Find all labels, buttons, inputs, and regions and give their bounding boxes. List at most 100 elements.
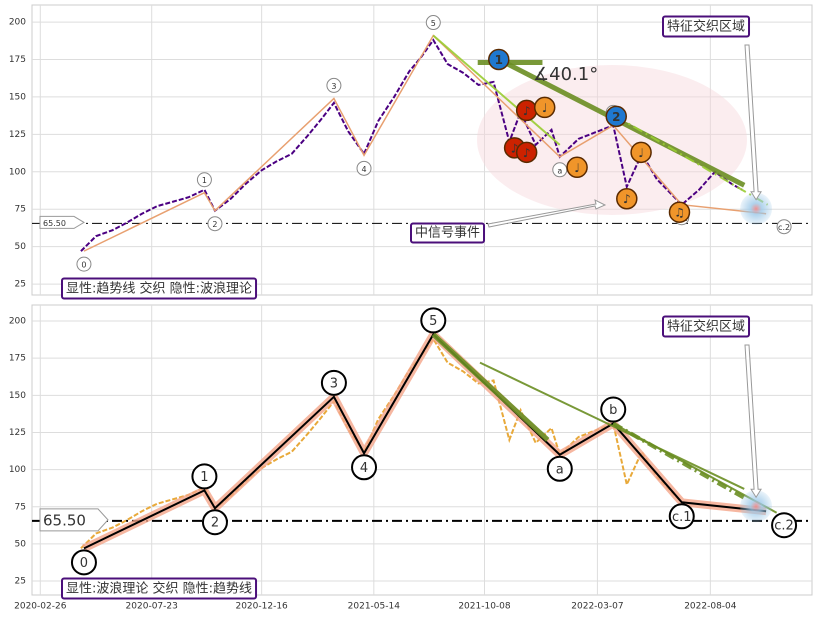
y-tick-label: 175 (9, 354, 26, 364)
wave-line (83, 34, 767, 252)
wave-marker (207, 216, 223, 232)
event-annotation-box (410, 222, 486, 244)
wave-marker (420, 307, 447, 334)
wave-label: 0 (81, 261, 86, 270)
event-arrow (487, 199, 607, 228)
y-tick-label: 200 (9, 18, 26, 28)
wave-label: 1 (202, 176, 207, 185)
wave-label: c.2 (774, 519, 794, 534)
zone-arrow (744, 344, 762, 499)
signal-label: ♫ (674, 206, 685, 220)
wave-label: c.2 (778, 223, 790, 232)
signal-label: ♪ (523, 146, 531, 160)
wave-marker (356, 160, 372, 176)
wave-marker (546, 455, 573, 482)
wave-marker (201, 509, 228, 536)
y-tick-label: 25 (15, 577, 26, 587)
x-tick-label: 2022-03-07 (571, 602, 623, 612)
price-line (80, 38, 743, 252)
signal-marker (668, 201, 691, 223)
wave-marker (776, 219, 792, 235)
wave-label: b (609, 403, 617, 418)
mode-annotation: 显性:波浪理论 交织 隐性:趋势线 (66, 581, 252, 597)
mode-annotation-box (61, 277, 258, 300)
mode-annotation: 显性:趋势线 交织 隐性:波浪理论 (66, 281, 252, 297)
trendline (431, 332, 550, 442)
wave-marker (351, 454, 378, 481)
wave-label: 5 (431, 19, 436, 28)
signal-marker (605, 105, 627, 128)
x-tick-label: 2020-12-16 (235, 602, 288, 612)
y-tick-label: 75 (15, 205, 26, 215)
signal-label: 2 (612, 110, 620, 124)
wave-label: a (556, 462, 564, 477)
y-tick-label: 75 (15, 502, 26, 512)
wave-label: c.1 (672, 510, 692, 525)
y-tick-label: 200 (9, 317, 26, 327)
x-tick-label: 2021-05-14 (348, 602, 401, 612)
signal-label: ♩ (574, 161, 580, 175)
x-tick-label: 2020-07-23 (126, 602, 178, 612)
signal-marker (566, 156, 588, 179)
y-tick-label: 125 (9, 130, 26, 140)
support-arrow (39, 508, 109, 532)
event-annotation: 中信号事件 (415, 226, 480, 241)
signal-marker (616, 187, 638, 210)
wave-marker (76, 256, 92, 272)
wave-marker (600, 396, 627, 423)
x-tick-label: 2022-08-04 (684, 602, 737, 612)
wave-label: 4 (360, 461, 368, 476)
wave-marker (320, 369, 347, 396)
wave-marker (191, 463, 218, 490)
wave-marker (425, 15, 441, 31)
signal-label: ♪ (523, 104, 531, 118)
y-tick-label: 100 (9, 167, 26, 177)
support-label: 65.50 (43, 511, 86, 529)
wave-label: 4 (361, 165, 366, 174)
trendline (479, 361, 745, 490)
zone-arrow (744, 44, 762, 201)
signal-label: ♪ (623, 192, 631, 206)
signal-label: ♩ (638, 146, 644, 160)
y-tick-label: 150 (9, 391, 26, 401)
y-tick-label: 50 (15, 539, 27, 549)
trendline (432, 34, 561, 146)
support-arrow (39, 215, 85, 229)
wave-marker (326, 77, 342, 93)
zone-annotation: 特征交织区域 (667, 319, 745, 335)
wave-label: 2 (212, 220, 217, 229)
zone-annotation-box (662, 315, 751, 338)
support-label: 65.50 (43, 219, 66, 228)
y-tick-label: 50 (15, 242, 27, 252)
intersection-glow (740, 192, 773, 225)
wave-label: 3 (330, 376, 338, 391)
wave-marker (70, 549, 97, 576)
x-tick-label: 2021-10-08 (458, 602, 511, 612)
zone-annotation: 特征交织区域 (667, 19, 745, 35)
zone-annotation-box (662, 15, 751, 38)
wave-label: 3 (331, 82, 336, 91)
signal-marker (488, 48, 510, 71)
x-tick-label: 2020-02-26 (14, 602, 67, 612)
y-tick-label: 125 (9, 428, 26, 438)
mode-annotation-box (61, 577, 258, 600)
signal-marker (533, 96, 556, 119)
intersection-glow (740, 490, 773, 523)
y-tick-label: 175 (9, 55, 26, 65)
y-tick-label: 100 (9, 465, 26, 475)
wave-label: 2 (211, 516, 219, 531)
wave-line (83, 332, 767, 550)
signal-marker (630, 141, 652, 164)
signal-label: 1 (495, 53, 503, 67)
wave-label: 5 (429, 314, 437, 329)
wave-label: a (557, 166, 562, 175)
trendline (615, 115, 769, 206)
wave-marker (771, 512, 798, 539)
y-tick-label: 25 (15, 280, 26, 290)
wave-marker (668, 503, 695, 530)
signal-marker (515, 141, 538, 164)
angle-label: ∡40.1° (533, 64, 598, 85)
signal-label: ♩ (542, 101, 548, 115)
wave-label: 1 (200, 470, 208, 485)
